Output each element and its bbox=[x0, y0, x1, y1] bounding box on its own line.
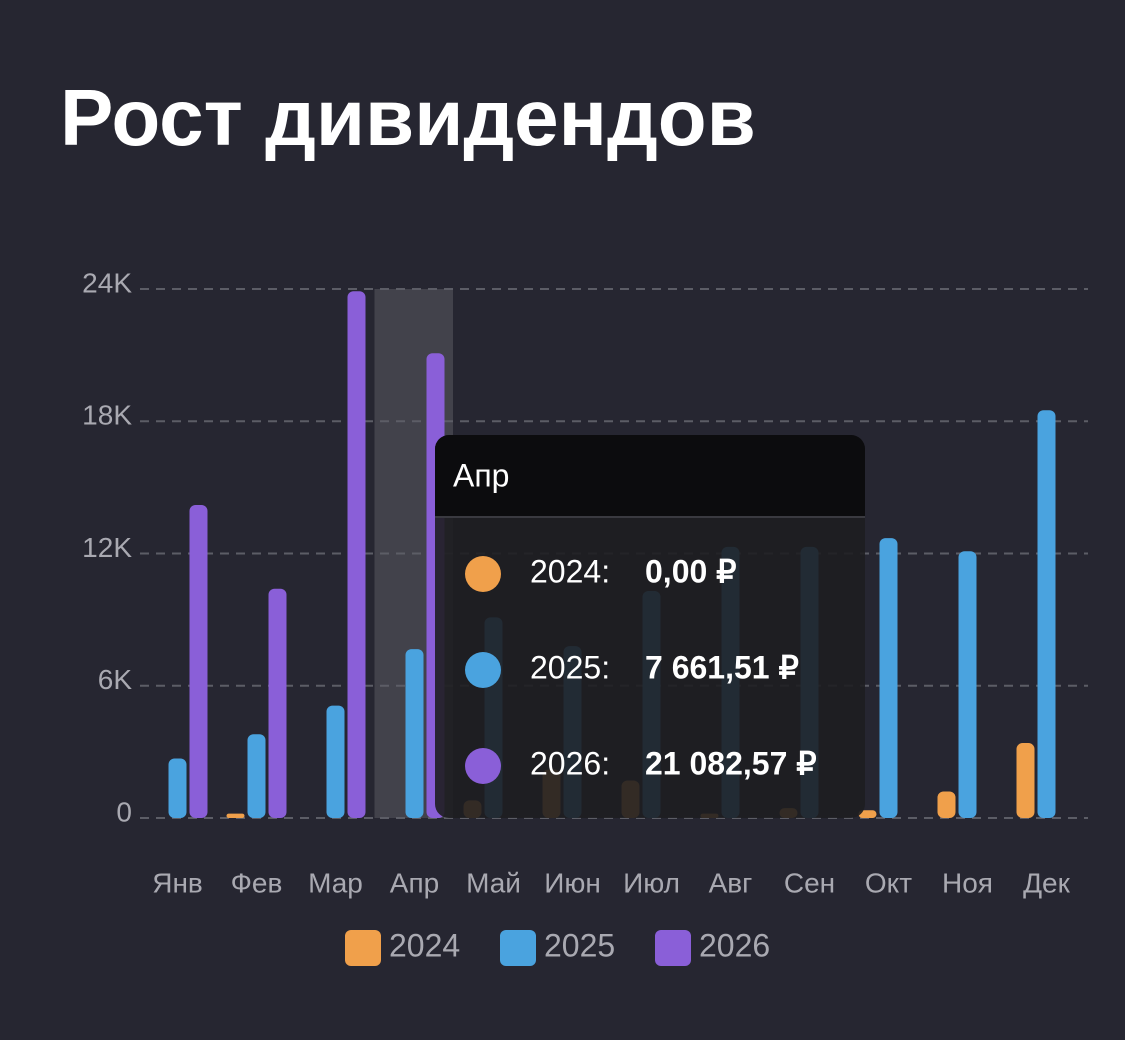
legend-swatch bbox=[345, 930, 381, 966]
x-tick-label: Апр bbox=[390, 867, 439, 898]
bar bbox=[226, 813, 245, 818]
legend: 2024 2025 2026 bbox=[345, 927, 770, 966]
tooltip-swatch bbox=[465, 556, 501, 592]
x-tick-label: Сен bbox=[784, 867, 835, 898]
y-tick-label: 24K bbox=[82, 267, 132, 298]
x-tick-label: Июл bbox=[623, 867, 680, 898]
tooltip-swatch bbox=[465, 748, 501, 784]
x-tick-label: Мар bbox=[308, 867, 363, 898]
bar bbox=[879, 538, 898, 818]
bar bbox=[937, 791, 956, 818]
x-tick-label: Авг bbox=[709, 867, 753, 898]
x-tick-label: Окт bbox=[865, 867, 912, 898]
grid-layer: 0 6K 12K 18K 24K bbox=[82, 267, 1088, 827]
bar bbox=[268, 588, 287, 818]
y-tick-label: 12K bbox=[82, 532, 132, 563]
tooltip-swatch bbox=[465, 652, 501, 688]
tooltip-value: 7 661,51 ₽ bbox=[645, 649, 799, 685]
tooltip-title: Апр bbox=[453, 457, 509, 493]
tooltip-label: 2025: bbox=[530, 649, 610, 685]
x-tick-label: Фев bbox=[231, 867, 283, 898]
bar bbox=[347, 291, 366, 818]
x-tick-label: Ноя bbox=[942, 867, 993, 898]
y-tick-label: 6K bbox=[98, 664, 133, 695]
tooltip-header bbox=[435, 435, 865, 517]
legend-swatch bbox=[500, 930, 536, 966]
legend-label: 2024 bbox=[389, 927, 460, 963]
chart-title: Рост дивидендов bbox=[60, 73, 756, 162]
x-tick-label: Май bbox=[466, 867, 521, 898]
legend-label: 2026 bbox=[699, 927, 770, 963]
legend-swatch bbox=[655, 930, 691, 966]
tooltip-label: 2024: bbox=[530, 553, 610, 589]
y-tick-label: 18K bbox=[82, 400, 132, 431]
bar bbox=[958, 551, 977, 818]
tooltip-value: 0,00 ₽ bbox=[645, 553, 737, 589]
bar bbox=[168, 758, 187, 818]
x-tick-label: Янв bbox=[152, 867, 203, 898]
bar bbox=[326, 705, 345, 818]
bar bbox=[858, 810, 877, 818]
x-tick-label: Дек bbox=[1023, 867, 1071, 898]
bar bbox=[247, 734, 266, 818]
y-tick-label: 0 bbox=[116, 796, 132, 827]
bar bbox=[189, 505, 208, 818]
bar bbox=[405, 649, 424, 818]
tooltip-box bbox=[435, 435, 865, 818]
tooltip-value: 21 082,57 ₽ bbox=[645, 745, 817, 781]
legend-label: 2025 bbox=[544, 927, 615, 963]
tooltip-label: 2026: bbox=[530, 745, 610, 781]
tooltip: Апр 2024: 0,00 ₽ 2025: 7 661,51 ₽ 2026: 21 082… bbox=[435, 435, 865, 818]
bar bbox=[1016, 743, 1035, 818]
bar bbox=[1037, 410, 1056, 818]
x-tick-label: Июн bbox=[544, 867, 601, 898]
